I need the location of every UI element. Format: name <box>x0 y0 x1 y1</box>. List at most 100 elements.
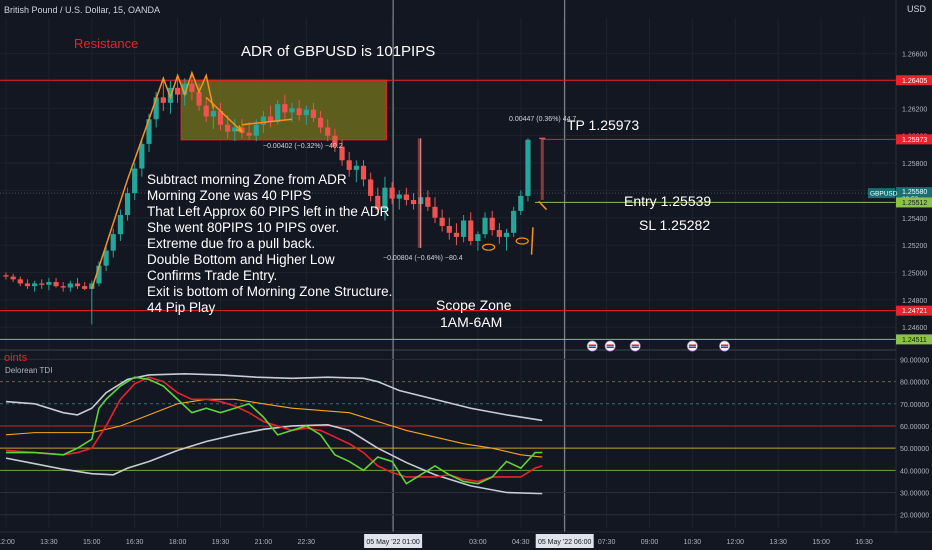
note-line: Subtract morning Zone from ADR <box>147 172 347 187</box>
adr-title: ADR of GBPUSD is 101PIPS <box>241 43 435 60</box>
tdi-upper-band <box>5 373 543 422</box>
tdi-lower-band <box>5 424 543 495</box>
candle-body <box>368 179 374 196</box>
candle-body <box>353 165 359 170</box>
candle-body <box>89 283 95 289</box>
event-icon-stripe <box>588 344 596 346</box>
candle-body <box>503 232 510 237</box>
time-tick-label: 07:30 <box>598 539 616 546</box>
candle-body <box>74 283 81 287</box>
candle-body <box>382 187 388 210</box>
tp-price-badge <box>896 134 932 145</box>
currency-label: USD <box>907 4 927 14</box>
candle-body <box>253 124 259 136</box>
candle-body <box>518 195 524 211</box>
price-axis-background <box>896 0 932 550</box>
candle-body <box>196 91 202 106</box>
symbol-title: British Pound / U.S. Dollar, 15, OANDA <box>4 5 160 15</box>
candle-body <box>124 193 131 216</box>
symbol-badge-label: GBPUSD <box>870 191 898 198</box>
orange-entry-line <box>530 227 534 255</box>
price-tick-label: 1.25400 <box>902 216 927 223</box>
note-line: That Left Approx 60 PIPS left in the ADR <box>147 204 390 219</box>
event-icon-stripe <box>720 346 729 348</box>
time-tick-label: 03:00 <box>469 539 487 546</box>
tdi-price-line <box>6 376 543 485</box>
tp-price-badge-label: 1.25973 <box>902 137 927 144</box>
support-price-badge-label: 1.24721 <box>902 308 927 315</box>
time-tick-label: 21:00 <box>255 539 273 546</box>
higher-low-oval <box>515 237 529 245</box>
event-icon <box>686 340 698 352</box>
orange-arrowhead <box>235 125 244 133</box>
candle-body <box>296 108 302 116</box>
candle-body <box>117 215 123 235</box>
price-tick-label: 1.24600 <box>902 325 927 332</box>
note-line: Confirms Trade Entry. <box>147 268 277 283</box>
candle-body <box>511 210 517 233</box>
time-tick-label: 22:30 <box>298 539 316 546</box>
time-tick-label: 15:00 <box>83 539 101 546</box>
candle-body <box>318 117 324 128</box>
candle-body <box>10 276 16 280</box>
time-highlight-label: 05 May '22 01:00 <box>366 539 420 546</box>
resistance-price-badge-label: 1.26405 <box>902 78 927 85</box>
event-icon-stripe <box>606 346 614 348</box>
entry-price-badge-label: 1.25512 <box>902 200 927 207</box>
note-line: She went 80PIPS 10 PIPS over. <box>147 220 339 235</box>
candle-body <box>482 217 488 235</box>
candle-body <box>246 132 252 136</box>
candle-body <box>432 206 438 218</box>
candle-body <box>210 111 216 117</box>
time-highlight-badge <box>364 534 423 548</box>
candle-body <box>325 127 331 136</box>
entry-label: Entry 1.25539 <box>624 193 711 209</box>
tdi-tick-label: 20.00000 <box>900 513 929 520</box>
candle-body <box>67 283 73 288</box>
price-tick-label: 1.24800 <box>902 298 927 305</box>
time-highlight-label: 05 May '22 06:00 <box>538 539 592 546</box>
time-tick-label: 10:30 <box>684 539 702 546</box>
candle-body <box>410 199 417 205</box>
note-line: 44 Pip Play <box>147 300 216 315</box>
time-tick-label: 18:00 <box>169 539 187 546</box>
candle-body <box>175 87 181 95</box>
orange-line <box>241 118 293 126</box>
candle-body <box>360 165 367 180</box>
candle-body <box>425 197 431 207</box>
note-line: Extreme due fro a pull back. <box>147 236 315 251</box>
time-tick-label: 09:00 <box>641 539 659 546</box>
time-tick-label: 15:00 <box>812 539 830 546</box>
tp-label: TP 1.25973 <box>567 117 639 133</box>
candle-body <box>24 283 31 287</box>
time-tick-label: 16:30 <box>855 539 873 546</box>
double-bottom-oval <box>482 243 496 251</box>
candle-body <box>453 232 460 237</box>
tdi-tick-label: 90.00000 <box>900 357 929 364</box>
orange-trend-line <box>91 70 215 290</box>
candle-body <box>396 194 402 199</box>
candle-body <box>339 146 345 161</box>
candle-body <box>525 139 531 196</box>
sl-label: SL 1.25282 <box>639 217 710 233</box>
event-icon-stripe <box>688 344 696 346</box>
tdi-tick-label: 50.00000 <box>900 446 929 453</box>
candle-body <box>461 220 467 237</box>
candle-body <box>182 83 188 95</box>
candle-body <box>146 119 152 144</box>
tdi-pane <box>0 358 896 516</box>
candle-body <box>60 286 66 288</box>
candle-body <box>232 127 238 132</box>
note-line: Morning Zone was 40 PIPS <box>147 188 311 203</box>
lower-green-price-badge-label: 1.24511 <box>902 337 927 344</box>
candle-body <box>446 225 452 233</box>
candle-body <box>403 194 409 200</box>
tdi-tick-label: 40.00000 <box>900 468 929 475</box>
time-tick-label: 12:00 <box>0 539 15 546</box>
candle-body <box>139 143 145 169</box>
time-tick-label: 13:30 <box>40 539 58 546</box>
scope-zone-hours: 1AM-6AM <box>440 314 502 330</box>
